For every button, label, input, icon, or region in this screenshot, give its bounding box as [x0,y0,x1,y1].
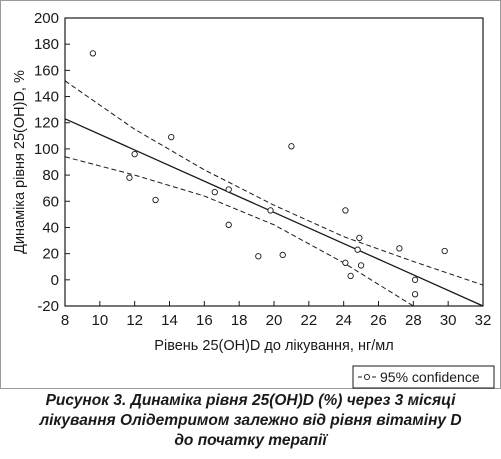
x-tick-label: 12 [126,312,143,329]
regression-line [64,118,484,307]
plot-area-border [64,17,484,307]
data-point [441,247,448,255]
y-tick-labels: -20 0 20 40 60 80 100 120 140 160 180 200 [34,10,59,315]
y-tick-label: 40 [42,219,59,236]
regression-lines [64,80,484,307]
data-point [131,150,138,158]
x-tick-label: 28 [405,312,422,329]
data-point [342,259,349,266]
y-tick-label: 60 [42,193,59,210]
x-tick-label: 10 [91,312,108,329]
data-point [354,246,361,253]
data-point [396,245,403,252]
data-point [288,143,295,150]
x-tick-label: 16 [196,312,213,329]
legend-marker [363,373,371,381]
y-tick-label: 20 [42,246,59,263]
data-point [357,262,365,269]
y-tick-label: 200 [34,10,59,27]
y-tick-label: 120 [34,115,59,132]
data-point [342,207,349,214]
x-tick-label: 30 [440,312,457,329]
data-point [411,291,419,298]
x-tick-label: 32 [475,312,492,329]
y-axis-label: Динаміка рівня 25(OH)D, % [12,70,28,254]
y-tick-label: 0 [51,272,59,289]
x-tick-label: 8 [61,312,69,329]
figure-caption: Рисунок 3. Динаміка рівня 25(OH)D (%) че… [0,391,501,451]
caption-line-1: Рисунок 3. Динаміка рівня 25(OH)D (%) че… [45,392,456,409]
caption-line-3: до початку терапії [174,432,327,449]
data-point [225,221,232,228]
data-point [225,186,232,193]
y-tick-label: -20 [37,298,59,315]
confidence-upper-line [64,80,484,286]
x-tick-label: 20 [266,312,283,329]
data-points [89,50,448,298]
x-tick-label: 26 [370,312,387,329]
legend-box [352,365,495,389]
y-tick-label: 140 [34,89,59,106]
data-point [168,133,175,141]
x-axis-label: Рівень 25(OH)D до лікування, нг/мл [154,338,393,354]
data-point [255,253,262,260]
y-tick-label: 180 [34,36,59,53]
data-point [152,196,159,204]
data-point [411,276,419,283]
x-tick-label: 14 [161,312,178,329]
x-tick-label: 18 [231,312,248,329]
legend: 95% confidence [352,365,495,389]
x-tick-labels: 8 10 12 14 16 18 20 22 24 26 28 30 32 [61,312,492,329]
y-tick-label: 160 [34,62,59,79]
legend-label: 95% confidence [380,369,480,385]
data-point [211,188,218,196]
confidence-lower-line [64,156,414,307]
chart-frame: 8 10 12 14 16 18 20 22 24 26 28 30 32 -20 0 20 40 60 80 10… [0,0,501,389]
scatter-chart: 8 10 12 14 16 18 20 22 24 26 28 30 32 -20 0 20 40 60 80 10… [12,10,495,389]
x-tick-label: 22 [300,312,317,329]
data-point [279,251,286,259]
y-tick-label: 100 [34,141,59,158]
data-point [267,207,274,214]
data-point [347,272,354,280]
data-point [126,174,133,181]
data-point [89,50,97,57]
caption-line-2: лікування Олідетримом залежно від рівня … [39,412,462,429]
axis-ticks [64,17,484,307]
data-point [356,234,363,242]
y-tick-label: 80 [42,167,59,184]
x-tick-label: 24 [335,312,352,329]
